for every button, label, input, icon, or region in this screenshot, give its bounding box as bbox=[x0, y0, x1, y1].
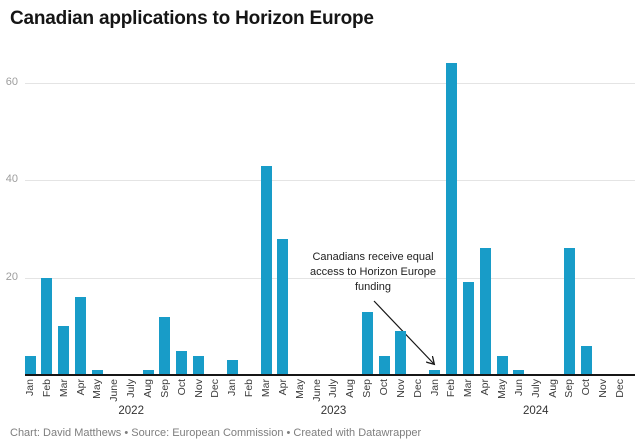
gridline-20 bbox=[25, 277, 635, 279]
year-label-2024: 2024 bbox=[523, 405, 549, 417]
y-tick-label-20: 20 bbox=[5, 270, 18, 283]
bar-oct-2023[interactable] bbox=[378, 355, 390, 375]
bar-mar-2024[interactable] bbox=[462, 282, 474, 375]
bar-aug-2022[interactable] bbox=[142, 370, 154, 375]
bar-sep-2022[interactable] bbox=[159, 316, 171, 375]
chart-footer: Chart: David Matthews • Source: European… bbox=[10, 427, 422, 439]
x-label-jan-2024: Jan bbox=[428, 379, 441, 396]
bar-nov-2022[interactable] bbox=[193, 355, 205, 375]
gridline-60 bbox=[25, 82, 635, 84]
bar-apr-2022[interactable] bbox=[75, 297, 87, 375]
x-label-june-2022: June bbox=[108, 379, 121, 402]
x-label-nov-2023: Nov bbox=[394, 379, 407, 398]
x-label-jun-2024: Jun bbox=[512, 379, 525, 396]
x-label-mar-2022: Mar bbox=[57, 379, 70, 398]
x-label-sep-2023: Sep bbox=[361, 379, 374, 398]
bar-apr-2023[interactable] bbox=[277, 238, 289, 375]
bar-jan-2023[interactable] bbox=[226, 360, 238, 375]
bar-feb-2024[interactable] bbox=[445, 63, 457, 375]
x-label-sep-2024: Sep bbox=[563, 379, 576, 398]
x-label-aug-2022: Aug bbox=[142, 379, 154, 398]
bar-oct-2024[interactable] bbox=[580, 345, 592, 375]
x-label-aug-2024: Aug bbox=[546, 379, 559, 398]
bar-apr-2024[interactable] bbox=[479, 248, 491, 375]
x-label-aug-2023: Aug bbox=[344, 379, 357, 398]
bar-sep-2023[interactable] bbox=[361, 311, 373, 375]
gridline-40 bbox=[25, 180, 635, 182]
x-label-oct-2023: Oct bbox=[378, 379, 390, 396]
bar-may-2022[interactable] bbox=[91, 370, 103, 375]
x-label-apr-2023: Apr bbox=[276, 379, 289, 396]
x-label-apr-2022: Apr bbox=[74, 379, 87, 396]
x-label-oct-2024: Oct bbox=[580, 379, 593, 396]
x-label-dec-2022: Dec bbox=[209, 379, 222, 398]
x-label-feb-2024: Feb bbox=[445, 379, 458, 398]
bar-sep-2024[interactable] bbox=[563, 248, 575, 375]
bar-oct-2022[interactable] bbox=[176, 350, 188, 375]
x-label-nov-2022: Nov bbox=[192, 379, 205, 398]
year-label-2022: 2022 bbox=[118, 405, 144, 417]
x-label-may-2022: May bbox=[91, 379, 104, 399]
x-label-nov-2024: Nov bbox=[597, 379, 610, 398]
bar-nov-2023[interactable] bbox=[395, 331, 407, 375]
bar-may-2024[interactable] bbox=[496, 355, 508, 375]
x-label-oct-2022: Oct bbox=[175, 379, 188, 396]
x-label-july-2022: July bbox=[125, 379, 138, 398]
x-label-feb-2023: Feb bbox=[243, 379, 256, 398]
x-label-dec-2024: Dec bbox=[614, 379, 626, 398]
x-label-july-2023: July bbox=[327, 379, 340, 398]
bar-jan-2024[interactable] bbox=[429, 370, 441, 375]
bar-feb-2022[interactable] bbox=[41, 277, 53, 375]
x-label-june-2023: June bbox=[310, 379, 323, 402]
bar-jun-2024[interactable] bbox=[513, 370, 525, 375]
x-axis-line bbox=[25, 374, 635, 376]
year-label-2023: 2023 bbox=[320, 405, 347, 417]
x-label-july-2024: July bbox=[529, 379, 542, 398]
x-label-may-2023: May bbox=[293, 379, 306, 399]
y-tick-label-40: 40 bbox=[5, 173, 18, 186]
x-label-jan-2023: Jan bbox=[226, 379, 239, 396]
x-label-feb-2022: Feb bbox=[40, 379, 53, 398]
chart-title: Canadian applications to Horizon Europe bbox=[10, 8, 374, 29]
x-label-apr-2024: Apr bbox=[479, 379, 492, 396]
x-label-jan-2022: Jan bbox=[24, 379, 36, 396]
x-label-mar-2024: Mar bbox=[462, 379, 475, 398]
bar-jan-2022[interactable] bbox=[24, 355, 36, 375]
x-label-may-2024: May bbox=[496, 379, 508, 399]
annotation-text: Canadians receive equal access to Horizo… bbox=[310, 251, 436, 293]
bar-mar-2022[interactable] bbox=[58, 326, 70, 375]
x-label-sep-2022: Sep bbox=[158, 379, 171, 398]
x-label-dec-2023: Dec bbox=[411, 379, 424, 398]
x-label-mar-2023: Mar bbox=[260, 379, 272, 398]
bar-mar-2023[interactable] bbox=[260, 165, 272, 375]
y-tick-label-60: 60 bbox=[5, 75, 18, 88]
